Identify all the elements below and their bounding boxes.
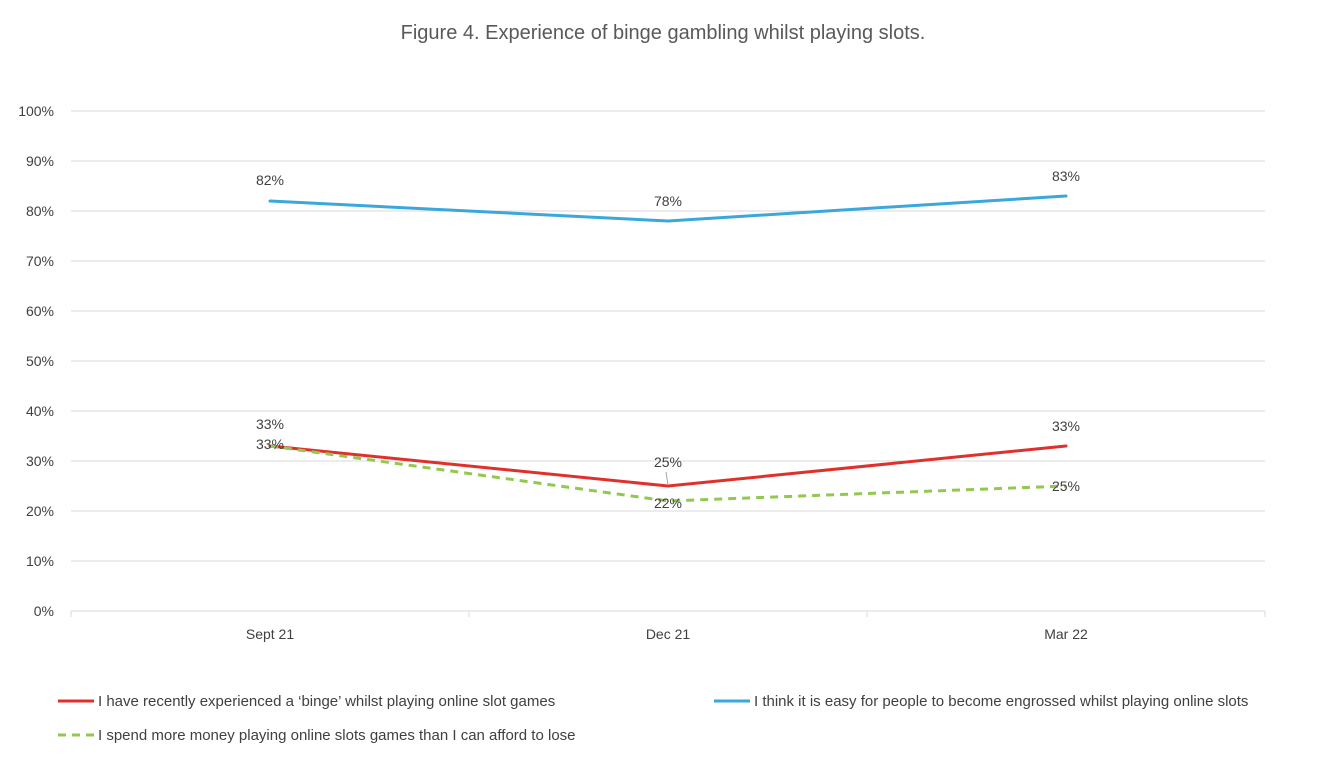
data-label: 78% — [654, 193, 682, 209]
y-axis-ticks: 0% 10% 20% 30% 40% 50% 60% 70% 80% 90% 100% — [18, 103, 54, 619]
data-label: 82% — [256, 172, 284, 188]
y-tick-label: 60% — [26, 303, 54, 319]
data-label: 25% — [1052, 478, 1080, 494]
y-tick-label: 20% — [26, 503, 54, 519]
y-tick-label: 0% — [34, 603, 54, 619]
legend-label: I have recently experienced a ‘binge’ wh… — [98, 693, 555, 710]
chart-title: Figure 4. Experience of binge gambling w… — [401, 22, 926, 44]
y-tick-label: 90% — [26, 153, 54, 169]
x-tick-label: Dec 21 — [646, 626, 691, 642]
y-tick-label: 50% — [26, 353, 54, 369]
legend: I have recently experienced a ‘binge’ wh… — [58, 693, 1248, 744]
data-labels: 33% 25% 33% 82% 78% 83% 33% 22% 25% — [256, 168, 1080, 511]
data-label: 33% — [1052, 418, 1080, 434]
series-line-2 — [268, 194, 1068, 223]
x-axis — [70, 610, 1266, 617]
label-leader-line — [665, 471, 669, 486]
y-tick-label: 70% — [26, 253, 54, 269]
data-label: 33% — [256, 416, 284, 432]
gridlines — [71, 110, 1265, 562]
x-axis-ticks: Sept 21 Dec 21 Mar 22 — [246, 626, 1088, 642]
y-tick-label: 30% — [26, 453, 54, 469]
y-tick-label: 10% — [26, 553, 54, 569]
data-label: 22% — [654, 495, 682, 511]
y-tick-label: 100% — [18, 103, 54, 119]
data-label: 33% — [256, 436, 284, 452]
data-label: 83% — [1052, 168, 1080, 184]
x-tick-label: Mar 22 — [1044, 626, 1088, 642]
y-tick-label: 80% — [26, 203, 54, 219]
series-lines — [268, 194, 1068, 503]
x-tick-label: Sept 21 — [246, 626, 294, 642]
series-line-1 — [268, 444, 1068, 488]
legend-label: I think it is easy for people to become … — [754, 693, 1248, 710]
series-line-3 — [269, 444, 1067, 503]
data-label: 25% — [654, 454, 682, 470]
y-tick-label: 40% — [26, 403, 54, 419]
legend-label: I spend more money playing online slots … — [98, 727, 576, 744]
